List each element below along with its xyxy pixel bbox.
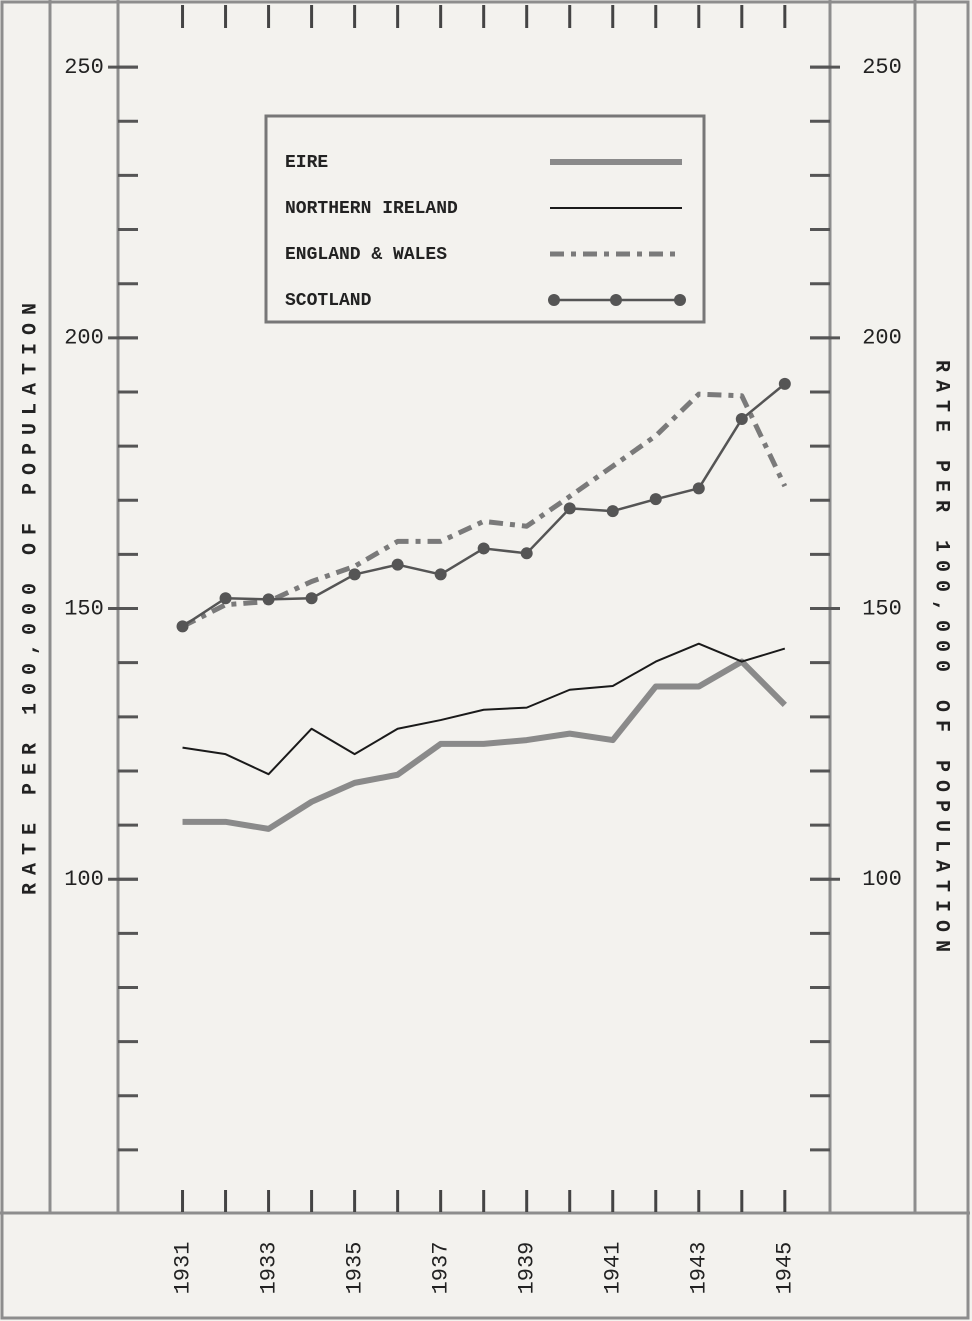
y-tick-label: 250 [862, 55, 902, 80]
series-line [181, 391, 788, 629]
legend-marker [674, 294, 686, 306]
legend-box [264, 114, 706, 324]
x-tick-label: 1945 [773, 1242, 798, 1295]
series-marker [348, 568, 361, 581]
legend-label: SCOTLAND [285, 291, 372, 311]
y-tick-label: 250 [64, 55, 104, 80]
series-marker [606, 505, 619, 518]
series-marker [649, 493, 662, 506]
y-tick-label: 150 [862, 596, 902, 621]
x-tick-label: 1943 [687, 1242, 712, 1295]
legend-label: EIRE [285, 153, 328, 173]
series-marker [778, 377, 791, 390]
x-tick-label: 1933 [256, 1242, 281, 1295]
series-marker [262, 593, 275, 606]
series-marker [434, 568, 447, 581]
series-marker [563, 502, 576, 515]
series-marker [477, 542, 490, 555]
y-tick-label: 200 [64, 326, 104, 351]
y-tick-label: 150 [64, 596, 104, 621]
series-marker [176, 620, 189, 633]
series-line [182, 658, 787, 832]
x-tick-label: 1941 [601, 1242, 626, 1295]
legend-marker [610, 294, 622, 306]
y-axis-label: RATE PER 100,000 OF POPULATION [19, 295, 42, 895]
series-marker [305, 592, 318, 605]
x-tick-label: 1931 [170, 1242, 195, 1295]
x-tick-label: 1937 [428, 1242, 453, 1295]
legend-marker [548, 294, 560, 306]
legend-label: ENGLAND & WALES [285, 245, 447, 265]
x-tick-label: 1935 [342, 1242, 367, 1295]
series-line [181, 382, 786, 628]
y-tick-label: 100 [862, 867, 902, 892]
y-tick-label: 200 [862, 326, 902, 351]
series-marker [692, 482, 705, 495]
series-line [182, 642, 786, 776]
y-tick-label: 100 [64, 867, 104, 892]
legend-label: NORTHERN IRELAND [285, 199, 458, 219]
series-marker [391, 558, 404, 571]
series-marker [219, 592, 232, 605]
series-marker [735, 413, 748, 426]
x-tick-label: 1939 [515, 1242, 540, 1295]
y2-axis-label: RATE PER 100,000 OF POPULATION [930, 360, 953, 960]
series-marker [520, 547, 533, 560]
